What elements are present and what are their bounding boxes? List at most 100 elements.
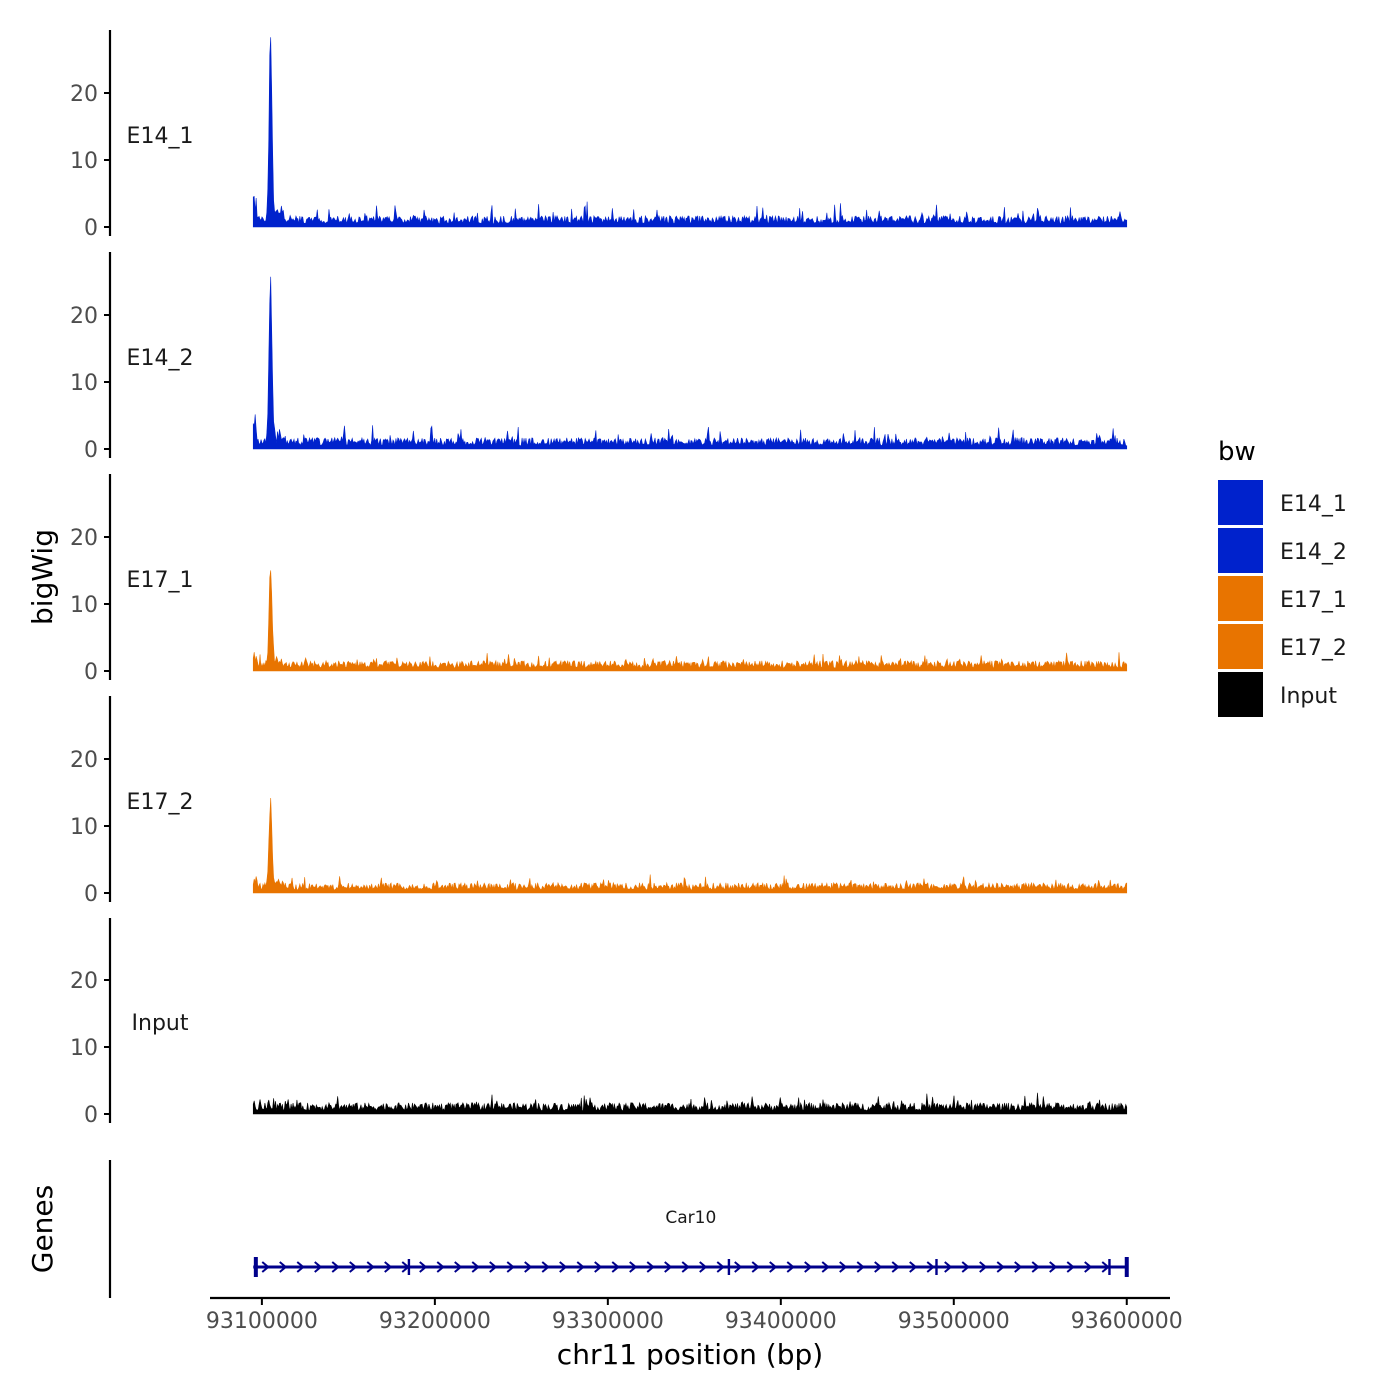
legend-swatch [1218, 576, 1263, 621]
x-axis-title: chr11 position (bp) [557, 1338, 823, 1371]
gene-strand-arrow [996, 1261, 1005, 1273]
gene-strand-arrow [839, 1261, 848, 1273]
legend-swatch [1218, 480, 1263, 525]
gene-strand-arrow [856, 1261, 865, 1273]
gene-strand-arrow [1049, 1261, 1058, 1273]
signal-area [252, 1092, 1128, 1115]
y-tick-label: 0 [84, 882, 98, 907]
gene-strand-arrow [1014, 1261, 1023, 1273]
gene-strand-arrow [874, 1261, 883, 1273]
gene-strand-arrow [629, 1261, 638, 1273]
gene-strand-arrow [699, 1261, 708, 1273]
gene-strand-arrow [314, 1261, 323, 1273]
gene-strand-arrow [1066, 1261, 1075, 1273]
gene-strand-arrow [944, 1261, 953, 1273]
gene-strand-arrow [541, 1261, 550, 1273]
track-label: E17_1 [127, 568, 194, 593]
x-tick-label: 93300000 [552, 1309, 664, 1334]
x-tick-label: 93200000 [379, 1309, 491, 1334]
gene-strand-arrow [524, 1261, 533, 1273]
gene-name-label: Car10 [665, 1208, 716, 1228]
legend-entry-e14-2: E14_2 [1218, 528, 1347, 573]
gene-strand-arrow [349, 1261, 358, 1273]
gene-strand-arrow [436, 1261, 445, 1273]
gene-strand-arrow [961, 1261, 970, 1273]
x-axis: 93100000 93200000 93300000 93400000 93500000… [206, 1296, 1183, 1334]
track-label: E17_2 [127, 790, 194, 815]
gene-strand-arrow [926, 1261, 935, 1273]
y-tick-label: 20 [70, 526, 98, 551]
gene-strand-arrow [366, 1261, 375, 1273]
gene-strand-arrow [734, 1261, 743, 1273]
y-tick-label: 20 [70, 969, 98, 994]
gene-strand-arrow [1101, 1261, 1110, 1273]
gene-exon [1124, 1257, 1129, 1277]
gene-strand-arrow [611, 1261, 620, 1273]
gene-strand-arrow [559, 1261, 568, 1273]
gene-strand-arrow [786, 1261, 795, 1273]
y-tick-label: 20 [70, 304, 98, 329]
legend-label: Input [1280, 684, 1337, 709]
y-axis-title: bigWig [26, 529, 59, 625]
tracks-layer: 0 10 20 E14_1 0 10 20 E14_2 0 10 20 E17_1 0 10 20 E17_2… [70, 30, 1128, 1128]
track-panel-input: 0 10 20 Input [70, 918, 1128, 1128]
legend-swatch [1218, 624, 1263, 669]
y-tick-label: 10 [70, 1036, 98, 1061]
gene-strand-arrow [1084, 1261, 1093, 1273]
legend-entry-input: Input [1218, 672, 1337, 717]
legend: bw E14_1 E14_2 E17_1 E17_2 Input [1218, 437, 1347, 717]
track-panel-e14-2: 0 10 20 E14_2 [70, 252, 1128, 463]
signal-area [252, 37, 1128, 228]
gene-strand-arrow [891, 1261, 900, 1273]
gene-strand-arrow [506, 1261, 515, 1273]
legend-swatch [1218, 672, 1263, 717]
signal-area [252, 570, 1128, 672]
track-panel-e14-1: 0 10 20 E14_1 [70, 30, 1128, 241]
x-tick-label: 93600000 [1071, 1309, 1183, 1334]
signal-area [252, 797, 1128, 894]
gene-strand-arrow [594, 1261, 603, 1273]
legend-entry-e17-2: E17_2 [1218, 624, 1347, 669]
gene-strand-arrow [1031, 1261, 1040, 1273]
gene-strand-arrow [471, 1261, 480, 1273]
track-label: E14_1 [127, 124, 194, 149]
gene-strand-arrow [769, 1261, 778, 1273]
gene-strand-arrow [664, 1261, 673, 1273]
y-tick-label: 0 [84, 216, 98, 241]
gene-strand-arrow [261, 1261, 270, 1273]
track-label: E14_2 [127, 346, 194, 371]
gene-strand-arrow [646, 1261, 655, 1273]
gene-strand-arrow [804, 1261, 813, 1273]
legend-entry-e14-1: E14_1 [1218, 480, 1347, 525]
gene-strand-arrow [576, 1261, 585, 1273]
gene-exon [253, 1257, 258, 1277]
y-tick-label: 20 [70, 748, 98, 773]
y-tick-label: 10 [70, 149, 98, 174]
legend-entry-e17-1: E17_1 [1218, 576, 1347, 621]
y-tick-label: 0 [84, 660, 98, 685]
gene-exon [407, 1259, 411, 1275]
gene-strand-arrow [716, 1261, 725, 1273]
gene-strand-arrow [454, 1261, 463, 1273]
track-panel-e17-1: 0 10 20 E17_1 [70, 474, 1128, 685]
gene-strand-arrow [979, 1261, 988, 1273]
signal-area [252, 276, 1128, 450]
genes-axis-title: Genes [26, 1185, 59, 1273]
gene-exon [1108, 1259, 1111, 1275]
gene-strand-arrow [419, 1261, 428, 1273]
x-tick-label: 93400000 [725, 1309, 837, 1334]
y-tick-label: 20 [70, 82, 98, 107]
gene-exon [935, 1259, 938, 1275]
y-tick-label: 0 [84, 1103, 98, 1128]
gene-strand-arrow [751, 1261, 760, 1273]
y-tick-label: 0 [84, 438, 98, 463]
gene-strand-arrow [681, 1261, 690, 1273]
gene-exon [727, 1259, 731, 1275]
y-tick-label: 10 [70, 815, 98, 840]
gene-strand-arrow [279, 1261, 288, 1273]
genes-panel: Car10 [108, 1160, 1129, 1298]
gene-strand-arrow [489, 1261, 498, 1273]
x-tick-label: 93100000 [206, 1309, 318, 1334]
legend-label: E17_1 [1280, 588, 1347, 613]
